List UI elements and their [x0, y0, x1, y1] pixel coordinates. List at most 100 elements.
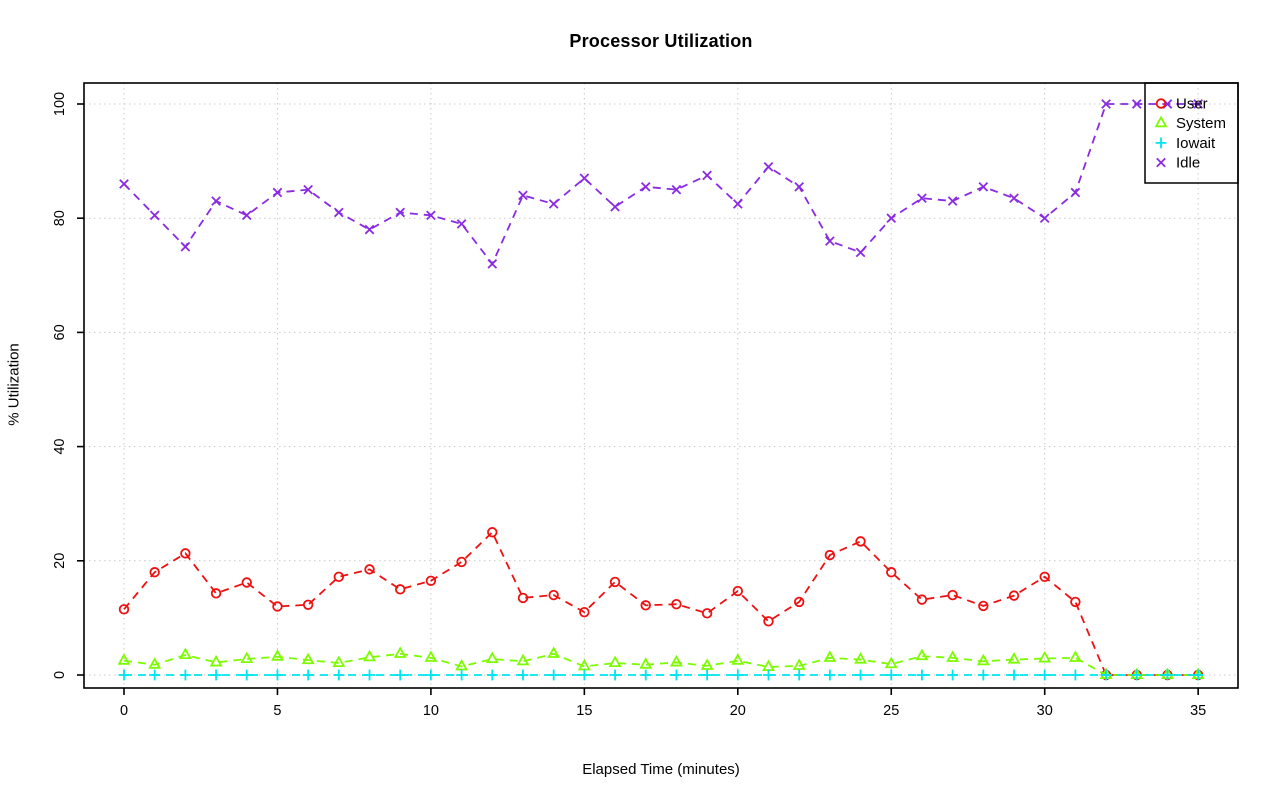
open-circle-marker [456, 556, 467, 568]
legend-box [1144, 82, 1239, 184]
legend-label: Iowait [1176, 135, 1216, 152]
open-triangle-marker [700, 658, 714, 670]
y-tick-label: 20 [52, 553, 68, 569]
x-tick-label: 10 [423, 703, 439, 719]
x-marker [149, 210, 160, 221]
x-marker [610, 201, 620, 212]
x-marker [1101, 99, 1111, 109]
open-triangle-marker [332, 655, 346, 668]
open-triangle-marker [363, 649, 376, 662]
open-triangle-marker [117, 653, 131, 665]
open-triangle-marker [608, 655, 622, 668]
open-triangle-marker [792, 658, 806, 670]
open-triangle-marker [1038, 650, 1052, 663]
y-tick-label: 0 [52, 671, 68, 679]
x-tick-label: 0 [120, 703, 128, 719]
open-triangle-marker [854, 652, 867, 664]
series-system [117, 646, 1205, 679]
open-circle-marker [180, 548, 191, 559]
open-triangle-marker [1007, 652, 1021, 664]
plot-box [83, 82, 1239, 689]
x-marker [640, 181, 651, 192]
x-marker [180, 241, 191, 252]
open-circle-marker [302, 599, 314, 610]
open-triangle-marker [485, 651, 499, 664]
open-triangle-marker [915, 648, 929, 661]
x-marker [119, 179, 129, 189]
open-circle-marker [701, 608, 713, 619]
open-circle-marker [333, 571, 345, 582]
x-tick-label: 20 [730, 703, 746, 719]
x-tick-label: 30 [1037, 703, 1053, 719]
series-line-user [123, 530, 1199, 676]
series-line-idle [123, 103, 1199, 266]
open-circle-marker [671, 598, 682, 610]
open-circle-marker [210, 588, 222, 599]
legend-entry-idle: Idle [1156, 155, 1200, 172]
open-circle-marker [640, 600, 651, 611]
open-circle-marker [886, 567, 897, 578]
open-triangle-marker [455, 658, 469, 671]
open-triangle-marker [884, 656, 898, 669]
open-circle-marker [364, 564, 375, 575]
open-triangle-marker [823, 650, 837, 662]
grid-lines [84, 83, 1238, 688]
y-tick-label: 100 [52, 92, 68, 116]
x-marker [825, 236, 835, 246]
open-circle-marker [241, 577, 252, 588]
open-circle-marker [916, 594, 928, 605]
open-triangle-marker [731, 653, 745, 665]
x-marker [548, 199, 559, 209]
legend-label: System [1176, 115, 1226, 132]
x-marker [426, 210, 436, 221]
x-tick-label: 35 [1190, 703, 1206, 719]
x-marker [732, 199, 743, 209]
legend-entry-user: User [1155, 96, 1208, 113]
x-marker [1193, 99, 1203, 109]
open-circle-marker [517, 592, 529, 604]
open-triangle-marker [271, 649, 284, 661]
open-triangle-marker [1068, 650, 1082, 662]
open-triangle-marker [946, 650, 960, 662]
legend: User System Iowait Idle [1144, 82, 1239, 184]
x-marker [241, 210, 252, 221]
x-marker [579, 173, 590, 184]
open-circle-marker [579, 606, 590, 618]
open-triangle-marker [762, 659, 775, 672]
x-marker [702, 170, 712, 181]
open-circle-marker [118, 604, 130, 615]
open-circle-marker [1070, 596, 1081, 608]
x-marker [518, 190, 528, 201]
open-circle-marker [978, 600, 989, 612]
open-triangle-marker [424, 650, 438, 662]
open-circle-marker [609, 576, 621, 588]
open-triangle-marker [577, 658, 591, 671]
x-marker [947, 196, 958, 206]
open-circle-marker [855, 536, 866, 547]
x-marker [1131, 99, 1142, 109]
x-marker [671, 184, 682, 195]
y-tick-label: 60 [52, 324, 68, 340]
x-marker [1039, 213, 1050, 224]
open-triangle-marker [976, 653, 990, 666]
y-tick-label: 80 [52, 210, 68, 226]
x-marker [272, 187, 283, 198]
legend-label: User [1176, 96, 1208, 113]
open-circle-marker [947, 589, 958, 601]
x-marker [211, 196, 221, 206]
x-axis-label: Elapsed Time (minutes) [582, 761, 740, 778]
x-tick-label: 15 [576, 703, 592, 719]
x-marker [487, 259, 498, 269]
open-circle-marker [732, 585, 744, 597]
open-triangle-marker [209, 654, 223, 667]
x-marker [978, 181, 989, 192]
x-marker [1070, 187, 1081, 198]
open-triangle-marker [393, 646, 407, 658]
chart-title: Processor Utilization [569, 31, 753, 51]
open-triangle-marker [516, 653, 530, 666]
open-triangle-marker [1154, 115, 1168, 128]
open-circle-marker [824, 549, 836, 561]
open-circle-marker [272, 601, 283, 612]
